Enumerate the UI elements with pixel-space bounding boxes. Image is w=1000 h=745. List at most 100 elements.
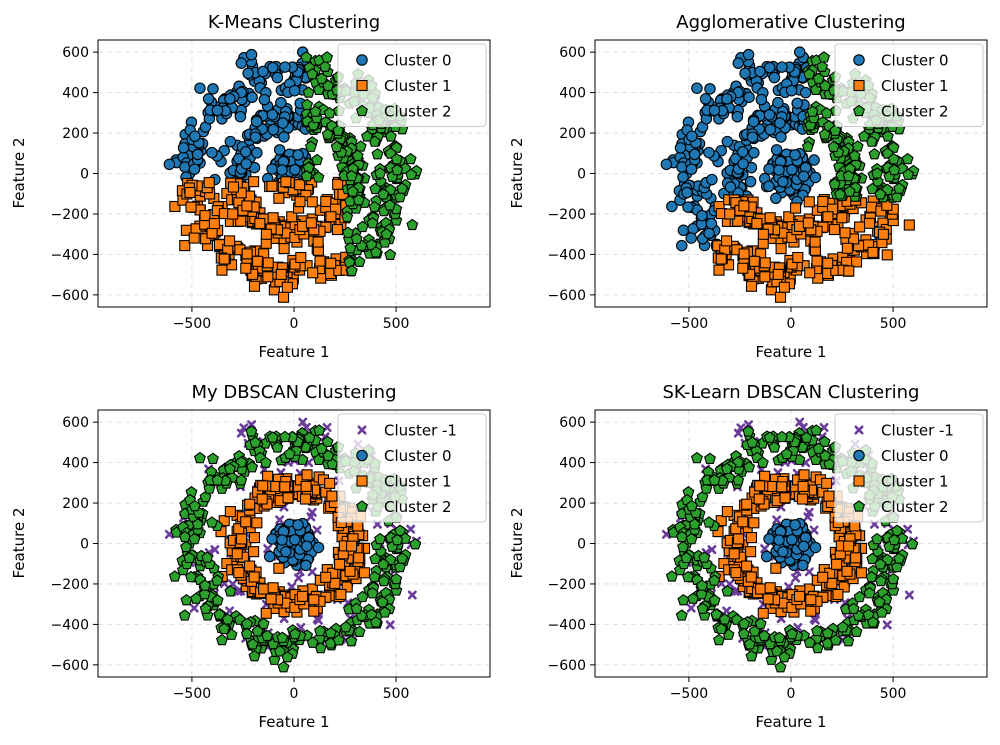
data-point xyxy=(260,228,272,240)
y-tick-label: 200 xyxy=(559,126,586,142)
y-tick-label: 600 xyxy=(559,45,586,61)
data-point xyxy=(796,493,809,505)
data-point xyxy=(721,93,733,105)
data-point xyxy=(227,181,240,193)
data-point xyxy=(202,93,215,105)
x-axis-label: Feature 1 xyxy=(259,343,330,361)
data-point xyxy=(789,149,801,161)
data-point xyxy=(762,593,774,605)
data-point xyxy=(811,255,823,267)
data-point xyxy=(320,571,332,583)
data-point xyxy=(713,264,725,276)
data-point xyxy=(332,124,345,136)
data-point xyxy=(749,255,761,267)
data-point xyxy=(773,534,785,546)
data-point xyxy=(211,594,224,606)
data-point xyxy=(743,91,755,103)
data-point xyxy=(244,498,256,510)
legend-label: Cluster 1 xyxy=(384,473,452,491)
legend-marker xyxy=(853,475,865,487)
data-point xyxy=(218,622,231,635)
data-point xyxy=(307,267,319,279)
data-point xyxy=(294,196,306,208)
data-point xyxy=(234,110,247,123)
data-point xyxy=(778,651,791,663)
data-point xyxy=(218,253,230,265)
data-point xyxy=(339,621,352,633)
data-point xyxy=(799,86,812,99)
data-point xyxy=(266,61,279,74)
data-point xyxy=(721,135,734,148)
legend-marker xyxy=(356,449,368,462)
data-point xyxy=(306,636,319,648)
data-point xyxy=(805,605,817,617)
data-point xyxy=(281,281,293,293)
data-point xyxy=(764,582,776,594)
data-point xyxy=(344,565,356,577)
legend-label: Cluster 1 xyxy=(384,77,452,95)
data-point xyxy=(390,572,403,585)
data-point xyxy=(874,574,887,587)
data-point xyxy=(732,215,744,227)
data-point xyxy=(806,105,819,117)
data-point xyxy=(201,551,214,563)
y-tick-label: 200 xyxy=(62,496,89,512)
data-point xyxy=(321,51,334,63)
data-point xyxy=(326,458,339,470)
data-point xyxy=(863,217,876,229)
data-point xyxy=(358,567,371,579)
data-point xyxy=(300,540,313,552)
data-point xyxy=(821,626,834,639)
legend-marker xyxy=(357,425,367,435)
data-point xyxy=(850,625,863,637)
data-point xyxy=(721,506,733,518)
data-point xyxy=(738,248,750,260)
legend-marker xyxy=(853,104,865,117)
legend-label: Cluster 2 xyxy=(384,103,452,121)
data-point xyxy=(276,534,288,546)
data-point xyxy=(276,164,288,176)
data-point xyxy=(345,264,358,277)
data-point xyxy=(811,624,823,637)
data-point xyxy=(250,115,263,128)
data-point xyxy=(848,149,861,162)
data-point xyxy=(396,182,409,194)
y-axis-label: Feature 2 xyxy=(508,508,526,579)
data-point xyxy=(816,60,829,72)
data-point xyxy=(227,208,239,220)
x-tick-label: 0 xyxy=(290,686,299,702)
data-point xyxy=(405,168,418,180)
data-point xyxy=(303,431,316,443)
data-point xyxy=(206,146,218,159)
data-point xyxy=(369,182,382,195)
data-point xyxy=(865,201,878,213)
data-point xyxy=(810,615,820,625)
data-point xyxy=(847,602,860,615)
data-point xyxy=(311,153,324,166)
data-point xyxy=(277,291,290,303)
data-point xyxy=(300,189,312,201)
data-point xyxy=(213,608,226,620)
data-point xyxy=(738,200,750,212)
data-point xyxy=(298,417,308,427)
data-point xyxy=(313,424,326,436)
data-point xyxy=(797,559,809,572)
legend-label: Cluster -1 xyxy=(881,422,954,440)
data-point xyxy=(312,171,325,183)
legend-label: Cluster 2 xyxy=(881,103,949,121)
data-point xyxy=(409,537,422,550)
data-point xyxy=(288,84,301,97)
data-point xyxy=(215,633,228,646)
data-point xyxy=(308,594,320,606)
data-point xyxy=(199,490,212,503)
data-point xyxy=(838,581,850,593)
data-point xyxy=(677,171,689,183)
legend-marker xyxy=(356,54,368,66)
data-point xyxy=(233,567,245,579)
y-tick-label: 400 xyxy=(559,86,586,102)
data-point xyxy=(685,499,698,512)
data-point xyxy=(831,558,843,570)
data-point xyxy=(763,180,775,193)
data-point xyxy=(356,220,369,233)
data-point xyxy=(797,480,809,493)
